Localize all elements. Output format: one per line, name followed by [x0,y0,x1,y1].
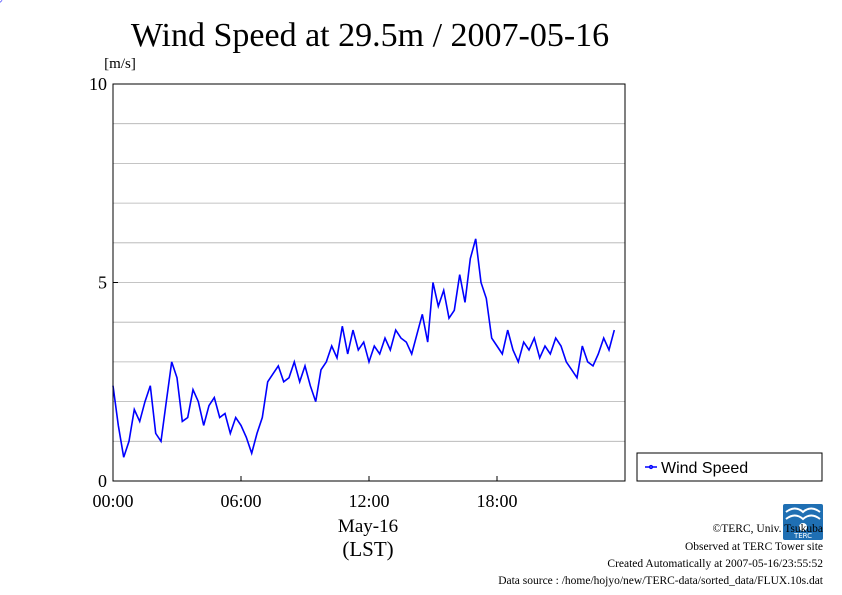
observed-text: Observed at TERC Tower site [685,541,823,553]
terc-logo: TERC [783,504,823,540]
terc-logo-badge [783,504,823,540]
y-axis-label: [m/s] [104,56,136,72]
x-tick-label: 00:00 [92,491,133,511]
x-axis-timezone-label: (LST) [342,537,393,561]
x-axis-date-label: May-16 [338,516,398,537]
wind-speed-line [112,238,616,458]
logo-wave-icon [785,507,821,514]
data-source-text: Data source : /home/hojyo/new/TERC-data/… [498,575,824,587]
logo-drop-icon [799,523,807,531]
logo-wave-icon [785,514,821,521]
legend-box [636,452,823,482]
x-tick-label: 06:00 [220,491,261,511]
grid-lines [113,123,625,442]
scatter-points [0,0,3,3]
created-text: Created Automatically at 2007-05-16/23:5… [607,558,823,570]
data-point [0,0,3,3]
copyright-text: ©TERC, Univ. Tsukuba [713,523,823,535]
legend-label: Wind Speed [661,460,748,477]
y-axis: 0 5 10 [89,74,118,491]
terc-logo-text: TERC [793,532,812,540]
legend-marker [648,464,654,470]
x-tick-label: 12:00 [348,491,389,511]
chart-title: Wind Speed at 29.5m / 2007-05-16 [131,17,609,54]
y-tick-label: 10 [89,74,107,94]
y-tick-label: 0 [98,471,107,491]
legend: Wind Speed [636,452,823,482]
x-axis: 00:00 06:00 12:00 18:00 [92,476,518,511]
x-tick-label: 18:00 [476,491,517,511]
y-tick-label: 5 [98,273,107,293]
